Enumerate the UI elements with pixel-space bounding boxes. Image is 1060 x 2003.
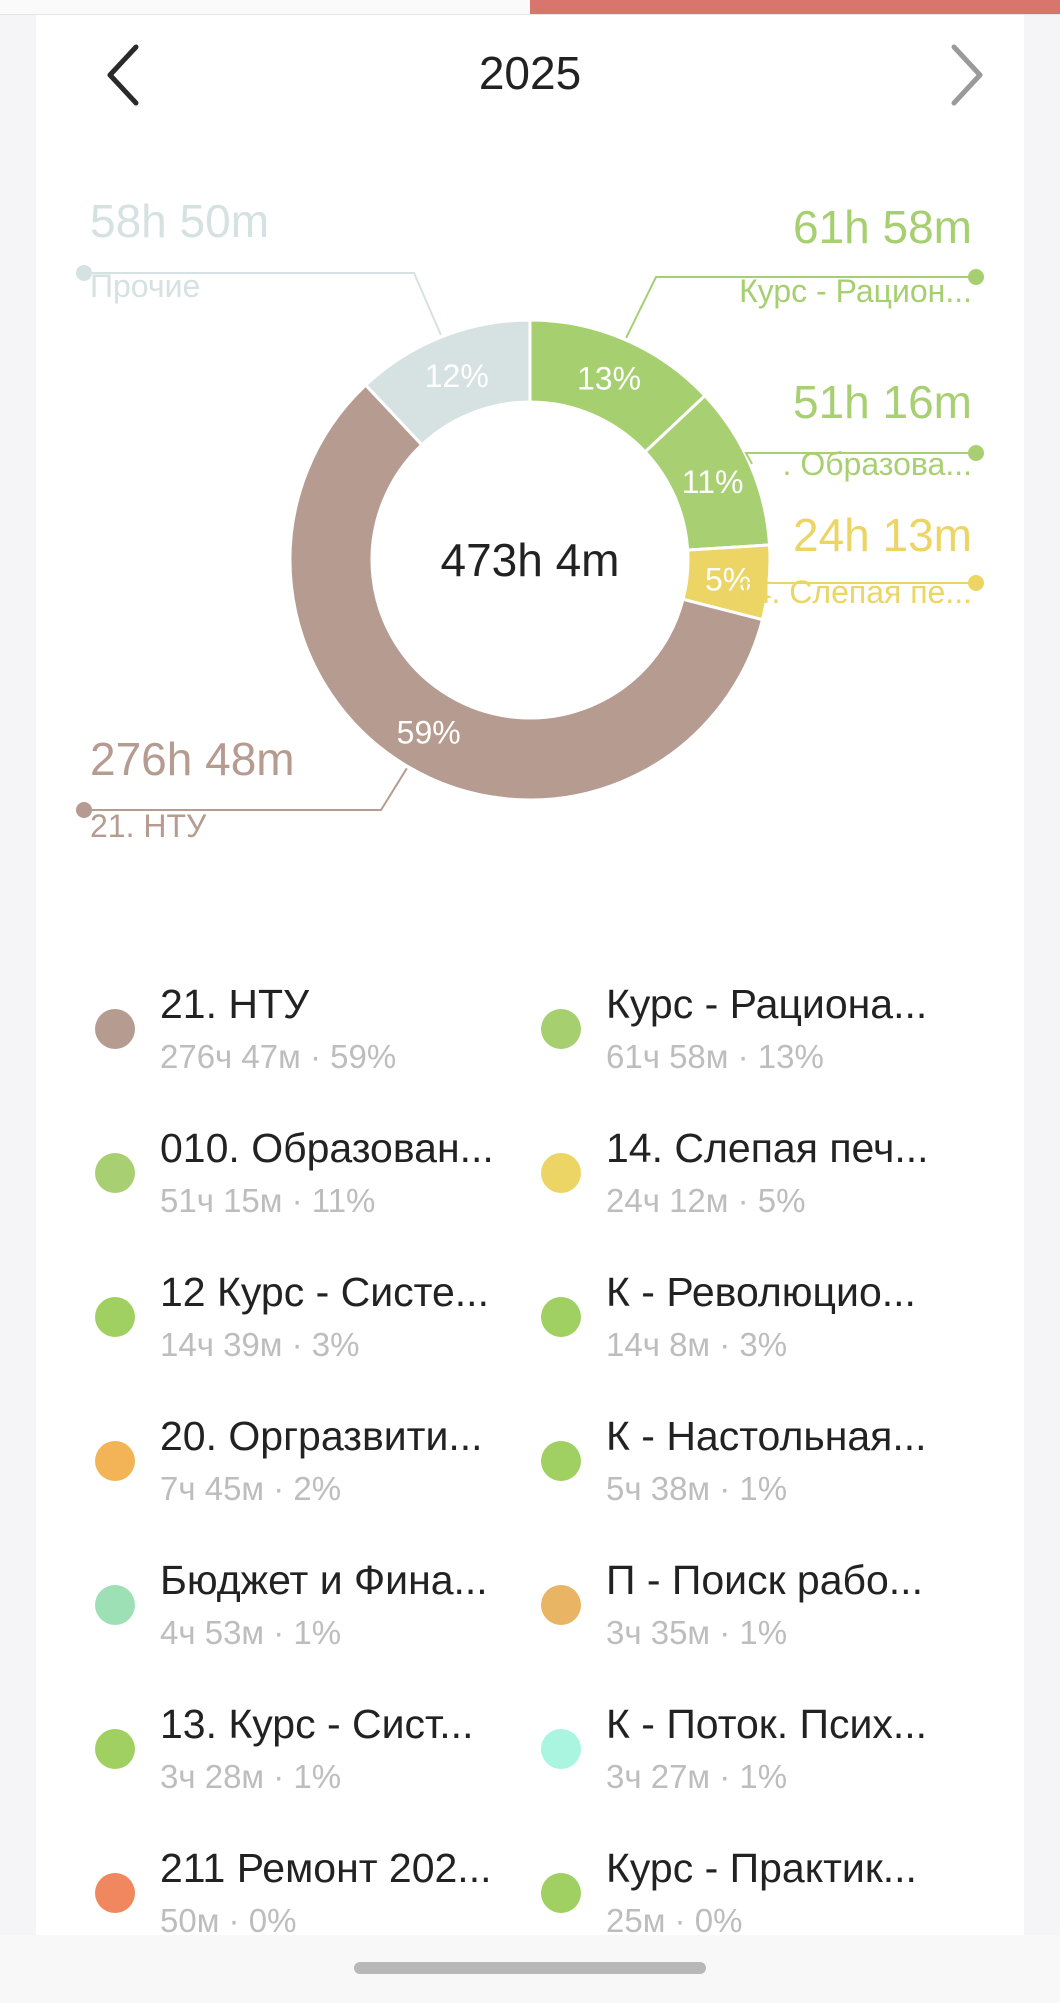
legend-item-name: К - Поток. Псих... (606, 1701, 928, 1747)
slice-prochie[interactable] (363, 318, 532, 447)
slice-ntu[interactable] (288, 382, 765, 802)
callout-duration-kurs-racion: 61h 58m (793, 201, 972, 253)
slice-percent-slepaya-pechat: 5% (705, 562, 751, 598)
legend-item-name: 010. Образован... (160, 1125, 494, 1171)
leader-line-ntu (84, 767, 408, 811)
legend-item-stats: 14ч 8м · 3% (606, 1326, 788, 1363)
callout-label-obrazovanie: . Образова... (783, 446, 972, 482)
legend-item[interactable]: К - Настольная... 5ч 38м · 1% (482, 1407, 927, 1527)
legend-item-stats: 25м · 0% (606, 1902, 743, 1935)
legend-item-name: 12 Курс - Систе... (160, 1269, 489, 1315)
leader-dot-kurs-racion (968, 269, 984, 285)
legend-item-name: 21. НТУ (160, 981, 310, 1027)
legend-dot (95, 1153, 135, 1193)
legend-item-name: Бюджет и Фина... (160, 1557, 488, 1603)
leader-dot-obrazovanie (968, 445, 984, 461)
legend-item[interactable]: Курс - Практик... 25м · 0% (482, 1839, 917, 1935)
legend-dot (95, 1585, 135, 1625)
legend-item-stats: 7ч 45м · 2% (160, 1470, 342, 1507)
legend-dot (541, 1153, 581, 1193)
leader-line-prochie (84, 272, 442, 336)
legend-item[interactable]: 20. Оргразвити... 7ч 45м · 2% (36, 1407, 483, 1527)
leader-dot-slepaya-pechat (968, 575, 984, 591)
callout-duration-prochie: 58h 50m (90, 195, 269, 247)
legend-dot (541, 1873, 581, 1913)
callout-label-kurs-racion: Курс - Рацион... (739, 273, 972, 309)
legend-item-name: К - Настольная... (606, 1413, 927, 1459)
legend-dot (95, 1873, 135, 1913)
donut-chart: 13% 61h 58m Курс - Рацион... 11% 51h 16m . Об… (76, 195, 984, 844)
leader-dot-ntu (76, 802, 92, 818)
legend-dot (95, 1009, 135, 1049)
next-year-button[interactable] (924, 35, 1004, 115)
leader-line-obrazovanie (744, 452, 976, 465)
legend-dot (95, 1297, 135, 1337)
legend-item[interactable]: К - Поток. Псих... 3ч 27м · 1% (482, 1695, 927, 1815)
legend-item[interactable]: Бюджет и Фина... 4ч 53м · 1% (36, 1551, 488, 1671)
legend-item[interactable]: 211 Ремонт 202... 50м · 0% (36, 1839, 491, 1935)
callout-label-slepaya-pechat: 14. Слепая пе... (736, 574, 972, 610)
legend-item[interactable]: 12 Курс - Систе... 14ч 39м · 3% (36, 1263, 489, 1383)
legend-item[interactable]: 010. Образован... 51ч 15м · 11% (36, 1119, 494, 1239)
slice-percent-obrazovanie: 11% (682, 464, 744, 500)
legend-item-stats: 50м · 0% (160, 1902, 297, 1935)
legend-item-name: П - Поиск рабо... (606, 1557, 923, 1603)
legend-dot (541, 1297, 581, 1337)
leader-dot-prochie (76, 265, 92, 281)
legend-item[interactable]: 13. Курс - Сист... 3ч 28м · 1% (36, 1695, 473, 1815)
legend-dot (541, 1009, 581, 1049)
legend-item-name: Курс - Рациона... (606, 981, 928, 1027)
legend-item-stats: 5ч 38м · 1% (606, 1470, 788, 1507)
legend-item-name: К - Революцио... (606, 1269, 916, 1315)
legend-item-stats: 3ч 35м · 1% (606, 1614, 788, 1651)
legend-item-stats: 3ч 27м · 1% (606, 1758, 788, 1795)
legend-item-stats: 276ч 47м · 59% (160, 1038, 397, 1075)
legend-item-name: 13. Курс - Сист... (160, 1701, 474, 1747)
scroll-progress-bar (530, 0, 1060, 14)
legend-item-name: 211 Ремонт 202... (160, 1845, 492, 1891)
legend-dot (541, 1729, 581, 1769)
legend-dot (95, 1441, 135, 1481)
callout-label-prochie: Прочие (90, 268, 200, 304)
slice-percent-kurs-racion: 13% (577, 360, 641, 396)
legend-item-stats: 3ч 28м · 1% (160, 1758, 342, 1795)
legend-item[interactable]: 14. Слепая печ... 24ч 12м · 5% (482, 1119, 929, 1239)
legend-item-stats: 24ч 12м · 5% (606, 1182, 806, 1219)
chart-card: 2025 13% 61h 58m Курс - Рацион... 11% 51h 16… (36, 15, 1024, 1935)
legend-item-stats: 14ч 39м · 3% (160, 1326, 360, 1363)
slice-percent-prochie: 12% (425, 358, 489, 394)
legend-item[interactable]: Курс - Рациона... 61ч 58м · 13% (482, 975, 927, 1095)
legend-item[interactable]: К - Революцио... 14ч 8м · 3% (482, 1263, 916, 1383)
donut-center-total: 473h 4m (440, 534, 619, 586)
prev-year-button[interactable] (86, 35, 166, 115)
legend-dot (95, 1729, 135, 1769)
callout-duration-slepaya-pechat: 24h 13m (793, 509, 972, 561)
home-indicator (354, 1962, 706, 1974)
legend-item-stats: 4ч 53м · 1% (160, 1614, 342, 1651)
chevron-left-icon (107, 44, 139, 106)
legend-item[interactable]: П - Поиск рабо... 3ч 35м · 1% (482, 1551, 923, 1671)
callout-duration-obrazovanie: 51h 16m (793, 376, 972, 428)
leader-line-kurs-racion (625, 276, 976, 339)
slice-percent-ntu: 59% (397, 714, 461, 750)
legend-item-name: 14. Слепая печ... (606, 1125, 929, 1171)
legend-item[interactable]: 21. НТУ 276ч 47м · 59% (36, 975, 436, 1095)
legend-item-name: Курс - Практик... (606, 1845, 917, 1891)
legend-dot (541, 1585, 581, 1625)
year-title: 2025 (478, 47, 582, 99)
callout-duration-ntu: 276h 48m (90, 733, 295, 785)
chevron-right-icon (951, 44, 983, 106)
legend-item-stats: 51ч 15м · 11% (160, 1182, 376, 1219)
callout-label-ntu: 21. НТУ (90, 808, 207, 844)
legend-dot (541, 1441, 581, 1481)
legend-item-stats: 61ч 58м · 13% (606, 1038, 824, 1075)
legend-item-name: 20. Оргразвити... (160, 1413, 483, 1459)
